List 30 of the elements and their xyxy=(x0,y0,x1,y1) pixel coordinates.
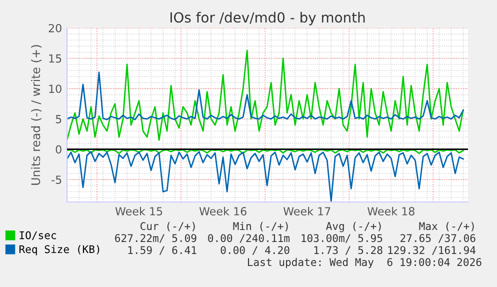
x-tick-label: Week 16 xyxy=(199,206,246,216)
y-tick-label: 20 xyxy=(48,24,62,32)
x-tick-label: Week 18 xyxy=(367,206,414,216)
text: 129.32 /161.94 xyxy=(388,246,476,255)
text: 1.59 / 6.41 xyxy=(128,246,196,255)
y-tick-label: 5 xyxy=(56,115,62,124)
y-tick-label: 15 xyxy=(49,54,62,63)
legend-label: Req Size (KB) xyxy=(19,245,100,256)
line-series xyxy=(67,72,464,120)
x-tick-label: Week 17 xyxy=(283,206,330,216)
text: 27.65 /37.06 xyxy=(400,234,476,243)
legend-label: IO/sec xyxy=(20,231,56,240)
text: 0.00 / 4.20 xyxy=(220,246,290,255)
text: 627.22m/ 5.09 xyxy=(115,234,196,243)
line-series xyxy=(67,50,464,141)
text: 103.00m/ 5.95 xyxy=(302,234,382,243)
text: Avg (-/+) xyxy=(326,222,381,232)
line-series xyxy=(67,150,464,202)
y-axis-title: Units read (-) / write (+) xyxy=(31,45,42,185)
chart-title: IOs for /dev/md0 - by month xyxy=(170,12,365,26)
text: 1.73 / 5.28 xyxy=(314,246,382,255)
y-tick-label: -5 xyxy=(52,176,62,184)
text: Last update: Wed May 6 19:00:04 2026 xyxy=(248,258,482,268)
text: Min (-/+) xyxy=(233,222,288,232)
text: 0.00 /240.11m xyxy=(208,234,290,243)
y-tick-label: 0 xyxy=(56,145,62,154)
y-tick-label: 10 xyxy=(49,84,62,94)
x-tick-label: Week 15 xyxy=(115,206,162,216)
text: Max (-/+) xyxy=(419,222,474,232)
text: Cur (-/+) xyxy=(140,222,195,232)
